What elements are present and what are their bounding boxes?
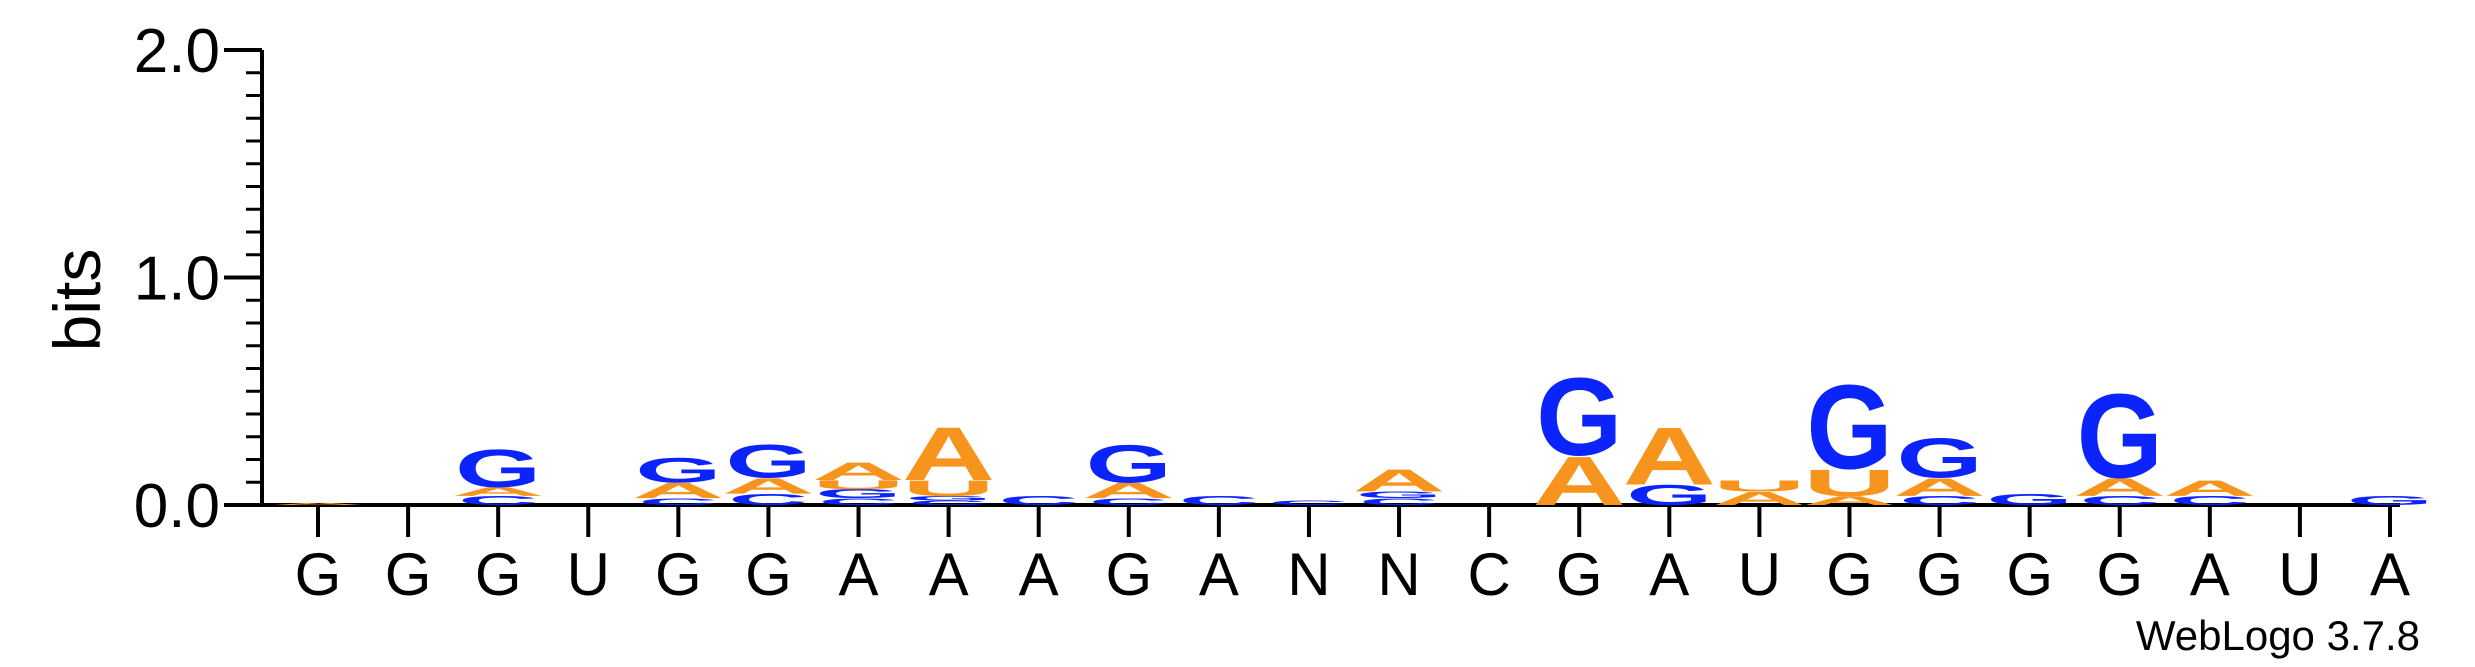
logo-letter-G: G — [1987, 491, 2073, 509]
logo-letter-A: A — [1623, 410, 1716, 502]
logo-letter-C: C — [1359, 496, 1439, 507]
x-tick-label: G — [745, 541, 792, 608]
logo-letter-G: G — [1896, 426, 1982, 490]
x-tick-label: A — [2370, 541, 2410, 608]
x-tick-label: G — [1105, 541, 1152, 608]
logo-letter-A: A — [2163, 476, 2256, 501]
logo-letter-C: C — [2170, 494, 2250, 508]
x-tick-label: G — [1916, 541, 1963, 608]
logo-letter-C: C — [999, 494, 1079, 508]
weblogo-footer: WebLogo 3.7.8 — [2136, 612, 2420, 659]
logo-letter-G: G — [635, 451, 721, 489]
logo-letter-G: G — [905, 495, 991, 502]
y-tick-label: 0.0 — [134, 472, 220, 541]
logo-letter-A: A — [1082, 478, 1175, 503]
x-tick-label: U — [1738, 541, 1781, 608]
y-tick-label: 1.0 — [134, 245, 220, 314]
logo-letter-C: C — [909, 499, 989, 506]
x-tick-label: G — [655, 541, 702, 608]
logo-letter-A: A — [902, 412, 995, 497]
x-tick-label: A — [1199, 541, 1239, 608]
logo-letter-C: C — [1089, 496, 1169, 507]
logo-letter-G: G — [815, 487, 901, 501]
logo-letter-A: A — [1893, 473, 1986, 501]
y-axis-label: bits — [40, 249, 114, 352]
logo-letter-C: C — [1269, 499, 1349, 506]
logo-letter-U: U — [902, 476, 995, 501]
x-tick-label: A — [839, 541, 879, 608]
x-tick-label: U — [2278, 541, 2321, 608]
logo-letter-G: G — [1086, 434, 1172, 494]
logo-letter-G: G — [2347, 494, 2433, 508]
logo-letter-C: C — [2080, 494, 2160, 508]
x-tick-label: U — [567, 541, 610, 608]
logo-letter-U: U — [812, 478, 905, 492]
logo-letter-G: G — [2077, 370, 2163, 504]
logo-letter-G: G — [725, 435, 811, 488]
x-tick-label: G — [2096, 541, 2143, 608]
logo-letter-A: A — [271, 502, 364, 506]
y-ticks: 0.0 1.0 2.0 — [134, 17, 262, 541]
logo-letter-G: G — [455, 439, 541, 499]
logo-letter-A: A — [1713, 488, 1806, 509]
y-minor-ticks — [246, 71, 262, 484]
logo-letter-A: A — [812, 457, 905, 485]
logo-letter-A: A — [1352, 463, 1445, 498]
x-tick-label: A — [1019, 541, 1059, 608]
logo-letter-A: A — [722, 474, 815, 499]
logo-letter-A: A — [1533, 442, 1626, 520]
logo-letter-A: A — [2073, 473, 2166, 501]
x-tick-label: G — [385, 541, 432, 608]
logo-letter-C: C — [818, 496, 898, 507]
logo-letter-A: A — [632, 478, 725, 503]
x-tick-label: G — [2006, 541, 2053, 608]
x-tick-label: G — [475, 541, 522, 608]
x-tick-label: A — [2190, 541, 2230, 608]
x-tick-label: N — [1377, 541, 1420, 608]
logo-letter-C: C — [728, 491, 808, 509]
logo-letter-C: C — [638, 496, 718, 507]
logo-letter-C: C — [458, 494, 538, 508]
x-tick-label: C — [1467, 541, 1510, 608]
logo-letter-C: C — [1179, 494, 1259, 508]
x-tick-label: G — [1826, 541, 1873, 608]
logo-letter-G: G — [1536, 356, 1622, 479]
x-tick-label: A — [1649, 541, 1689, 608]
x-tick-label: A — [929, 541, 969, 608]
logo-letter-A: A — [1803, 494, 1896, 508]
x-tick-label: G — [295, 541, 342, 608]
logo-letter-G: G — [1806, 361, 1892, 495]
x-tick-label: N — [1287, 541, 1330, 608]
logo-letter-C: C — [1900, 494, 1980, 508]
logo-letter-U: U — [1713, 477, 1806, 495]
y-tick-label: 2.0 — [134, 17, 220, 86]
logo-letter-G: G — [1356, 490, 1442, 501]
logo-letter-U: U — [1803, 462, 1896, 504]
x-tick-label: G — [1556, 541, 1603, 608]
logo-letter-A: A — [452, 485, 545, 499]
logo-letter-G: G — [1626, 480, 1712, 512]
